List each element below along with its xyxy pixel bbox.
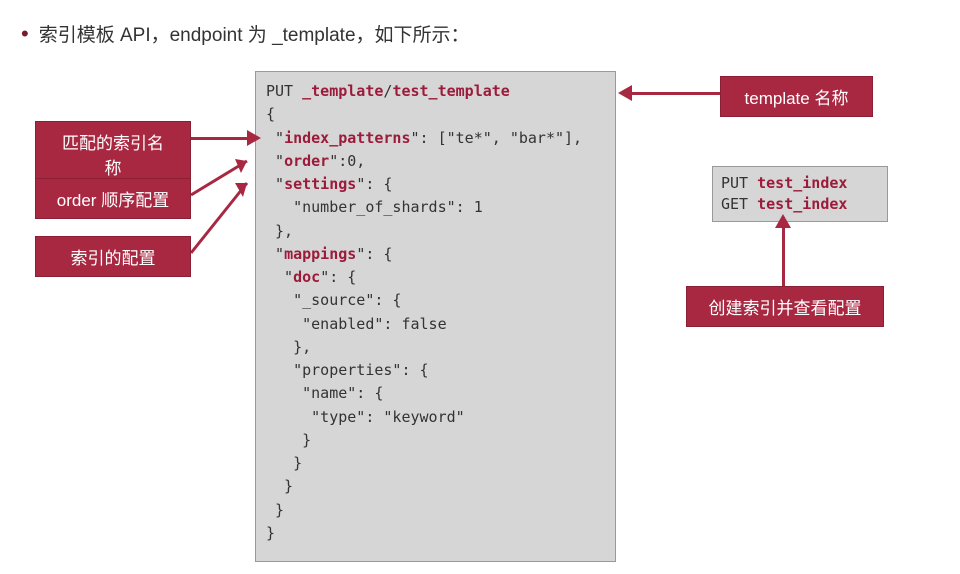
code-l3a: " — [266, 129, 284, 147]
code-l1a: PUT — [266, 82, 302, 100]
code-l15: "type": "keyword" — [266, 408, 465, 426]
code-l4a: " — [266, 152, 284, 170]
title-text: 索引模板 API，endpoint 为 _template，如下所示： — [39, 20, 470, 47]
code-l12: }, — [266, 338, 311, 356]
code-l11: "enabled": false — [266, 315, 447, 333]
code-l5b: settings — [284, 175, 356, 193]
arrow-index-pattern-head — [247, 130, 261, 146]
code-l10: "_source": { — [266, 291, 401, 309]
callout-create-view: 创建索引并查看配置 — [686, 286, 884, 327]
mini-l2a: GET — [721, 195, 757, 213]
arrow-create-view-line — [782, 228, 785, 286]
code-l9b: doc — [293, 268, 320, 286]
bullet-icon: • — [21, 23, 29, 45]
arrow-template-name-line — [632, 92, 720, 95]
code-l18: } — [266, 477, 293, 495]
code-l9a: " — [266, 268, 293, 286]
title-row: • 索引模板 API，endpoint 为 _template，如下所示： — [21, 20, 470, 47]
code-l19: } — [266, 501, 284, 519]
code-l4b: order — [284, 152, 329, 170]
code-l4c: ":0, — [329, 152, 365, 170]
code-l13: "properties": { — [266, 361, 429, 379]
code-l3b: index_patterns — [284, 129, 410, 147]
code-l5c: ": { — [356, 175, 392, 193]
arrow-create-view-head — [775, 214, 791, 228]
mini-l1a: PUT — [721, 174, 757, 192]
code-l14: "name": { — [266, 384, 383, 402]
code-l17: } — [266, 454, 302, 472]
code-block-mini: PUT test_indexGET test_index — [712, 166, 888, 222]
callout-settings-cfg: 索引的配置 — [35, 236, 191, 277]
code-l9c: ": { — [320, 268, 356, 286]
code-l5a: " — [266, 175, 284, 193]
arrow-settings-svg — [191, 175, 266, 260]
code-l2: { — [266, 105, 275, 123]
code-l8b: mappings — [284, 245, 356, 263]
code-l20: } — [266, 524, 275, 542]
code-block-main: PUT _template/test_template { "index_pat… — [255, 71, 616, 562]
code-l1d: test_template — [392, 82, 509, 100]
callout-template-name: template 名称 — [720, 76, 873, 117]
callout-order-cfg: order 顺序配置 — [35, 178, 191, 219]
arrow-template-name-head — [618, 85, 632, 101]
code-l16: } — [266, 431, 311, 449]
code-l8a: " — [266, 245, 284, 263]
arrow-index-pattern-line — [191, 137, 247, 140]
mini-l1b: test_index — [757, 174, 847, 192]
code-l1b: _template — [302, 82, 383, 100]
code-l7: }, — [266, 222, 293, 240]
code-l8c: ": { — [356, 245, 392, 263]
code-l3c: ": ["te*", "bar*"], — [411, 129, 583, 147]
code-l6: "number_of_shards": 1 — [266, 198, 483, 216]
mini-l2b: test_index — [757, 195, 847, 213]
